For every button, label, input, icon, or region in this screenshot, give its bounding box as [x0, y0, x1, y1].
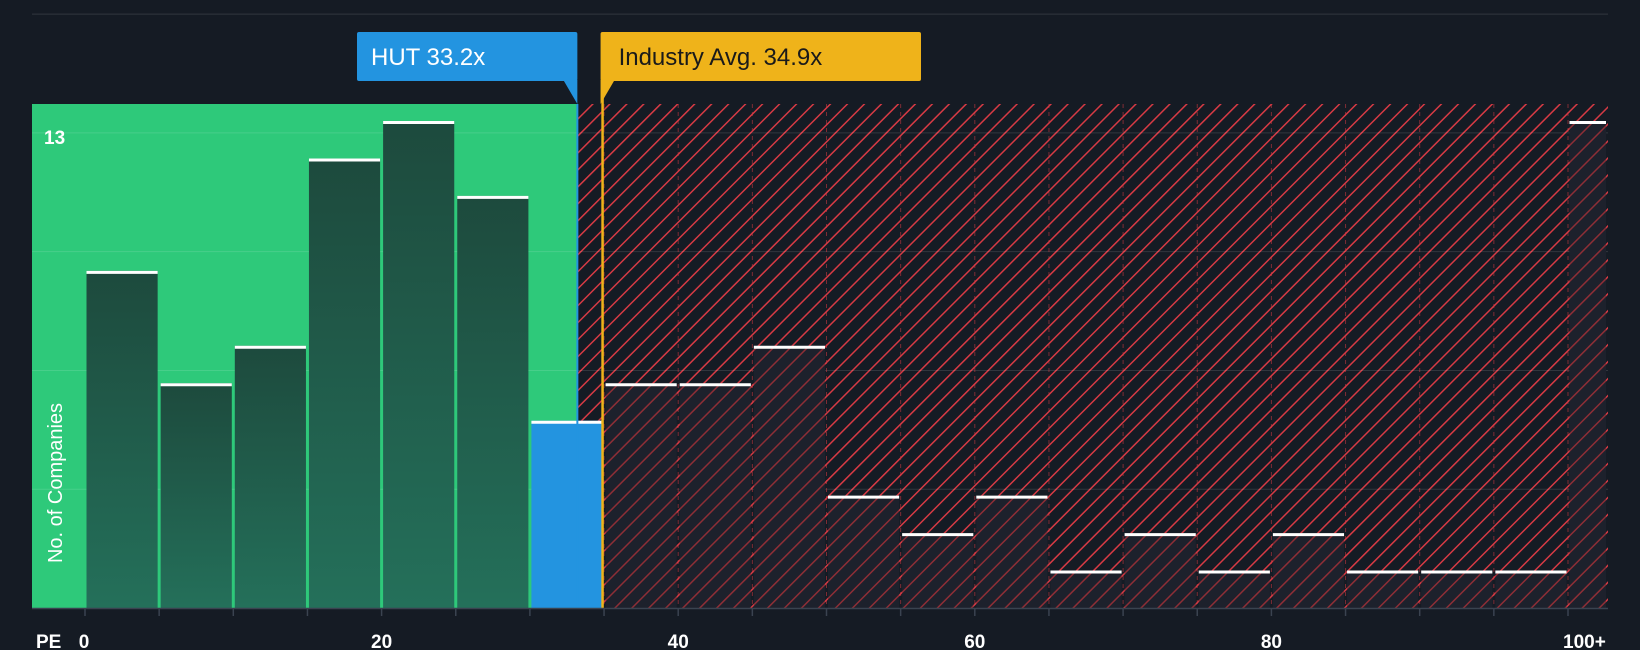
histogram-bar: [1124, 533, 1196, 608]
histogram-bar: [902, 533, 974, 608]
x-tick-label: 0: [79, 632, 90, 650]
company-callout-box: [357, 32, 578, 81]
histogram-bar: [1198, 570, 1270, 608]
industry-callout-box: [600, 32, 921, 81]
histogram-bar: [457, 195, 529, 608]
histogram-bar: [383, 121, 455, 608]
x-axis-label: PE: [36, 632, 61, 650]
histogram-bar: [308, 158, 381, 608]
histogram-bar: [531, 420, 603, 608]
grid-lines: [32, 13, 1608, 608]
industry-callout-label: Industry Avg. 34.9x: [619, 44, 823, 71]
histogram-bar: [160, 383, 232, 608]
histogram-bar: [1569, 121, 1606, 608]
company-callout-pointer: [563, 80, 578, 104]
y-axis-label: No. of Companies: [45, 403, 67, 563]
x-tick-label: 40: [668, 632, 689, 650]
histogram-bar: [976, 495, 1048, 608]
company-callout: HUT 33.2x: [357, 32, 578, 104]
histogram-bar: [753, 345, 825, 608]
bars-group: [86, 121, 1606, 608]
histogram-bar: [605, 383, 677, 608]
x-tick-label: 100+: [1563, 632, 1606, 650]
histogram-bar: [1421, 570, 1493, 608]
histogram-bar: [234, 345, 306, 608]
industry-callout: Industry Avg. 34.9x: [600, 32, 921, 104]
histogram-bar: [679, 383, 751, 608]
histogram-bar: [1272, 533, 1345, 608]
x-tick-label: 80: [1261, 632, 1282, 650]
histogram-bar: [1347, 570, 1419, 608]
x-axis-ticks: 0 20 40 60 80 100+: [79, 608, 1606, 650]
industry-callout-pointer: [600, 80, 615, 104]
histogram-bar: [828, 495, 900, 608]
x-tick-label: 60: [964, 632, 985, 650]
histogram-bar: [1495, 570, 1567, 608]
y-max-label: 13: [44, 128, 65, 149]
histogram-bar: [1050, 570, 1122, 608]
company-callout-label: HUT 33.2x: [371, 44, 485, 71]
x-tick-label: 20: [371, 632, 392, 650]
histogram-bar: [86, 270, 158, 608]
markers-group: [576, 56, 604, 608]
